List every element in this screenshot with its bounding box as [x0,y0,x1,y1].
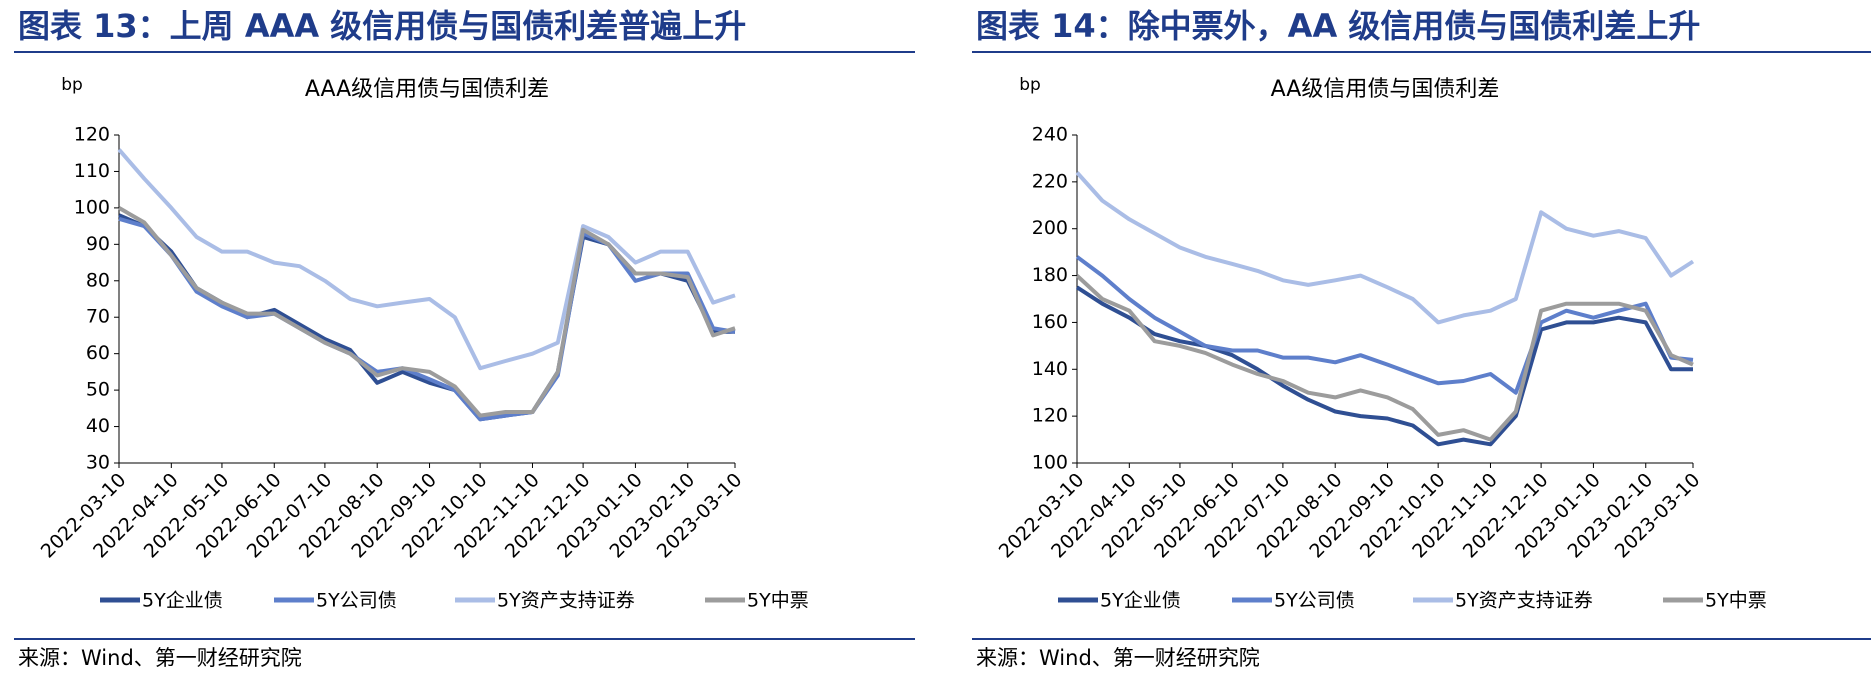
legend-label: 5Y企业债 [1100,590,1181,612]
series-line [118,216,736,422]
series-line [117,148,736,371]
series-line [118,206,736,418]
y-tick-label: 140 [1032,358,1068,380]
chart-title: AA级信用债与国债利差 [1271,77,1500,102]
chart-title: AAA级信用债与国债利差 [305,77,549,102]
source: 来源：Wind、第一财经研究院 [976,646,1260,670]
legend-label: 5Y公司债 [316,590,397,612]
series-line [1075,171,1695,325]
y-tick-label: 180 [1032,264,1068,286]
y-tick-label: 220 [1032,170,1068,192]
y-tick-label: 30 [86,452,110,474]
series-line [1075,255,1694,395]
y-tick-label: 80 [86,269,110,291]
y-tick-label: 200 [1032,217,1068,239]
y-tick-label: 70 [86,306,110,328]
legend-label: 5Y资产支持证券 [497,590,635,612]
series-line [1075,274,1694,442]
y-tick-label: 100 [1032,452,1068,474]
legend-label: 5Y中票 [747,590,809,612]
y-tick-label: 160 [1032,311,1068,333]
y-tick-label: 240 [1032,124,1068,146]
y-tick-label: 110 [74,160,110,182]
legend-label: 5Y资产支持证券 [1455,590,1593,612]
y-tick-label: 120 [74,124,110,146]
unit-label: bp [1019,75,1041,95]
y-tick-label: 50 [86,379,110,401]
y-tick-label: 60 [86,342,110,364]
y-tick-label: 40 [86,415,110,437]
legend-label: 5Y中票 [1705,590,1767,612]
series-line [1075,285,1693,447]
y-tick-label: 90 [86,233,110,255]
legend-label: 5Y公司债 [1274,590,1355,612]
y-tick-label: 100 [74,196,110,218]
unit-label: bp [61,75,83,95]
source: 来源：Wind、第一财经研究院 [18,646,302,670]
legend-label: 5Y企业债 [142,590,223,612]
figure-title: 图表 13：上周 AAA 级信用债与国债利差普遍上升 [18,7,746,45]
y-tick-label: 120 [1032,405,1068,427]
figure-title: 图表 14：除中票外，AA 级信用债与国债利差上升 [976,7,1700,45]
